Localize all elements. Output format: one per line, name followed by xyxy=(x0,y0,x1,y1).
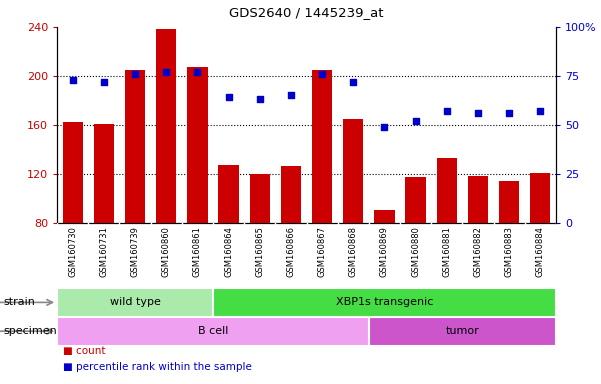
Point xyxy=(255,96,264,103)
Bar xyxy=(437,158,457,223)
Bar xyxy=(406,177,426,223)
Bar xyxy=(188,67,207,223)
Text: ■ percentile rank within the sample: ■ percentile rank within the sample xyxy=(63,362,252,372)
Bar xyxy=(530,172,551,223)
Text: specimen: specimen xyxy=(3,326,56,336)
Bar xyxy=(369,317,556,346)
Text: GSM160861: GSM160861 xyxy=(193,226,202,277)
Point xyxy=(224,94,233,101)
Text: B cell: B cell xyxy=(198,326,228,336)
Text: wild type: wild type xyxy=(109,297,160,308)
Point xyxy=(317,71,327,77)
Bar xyxy=(94,124,114,223)
Text: GSM160739: GSM160739 xyxy=(130,226,139,277)
Text: GSM160866: GSM160866 xyxy=(287,226,296,277)
Bar xyxy=(374,210,395,223)
Text: GSM160883: GSM160883 xyxy=(505,226,514,277)
Point xyxy=(130,71,140,77)
Point xyxy=(349,79,358,85)
Text: GSM160864: GSM160864 xyxy=(224,226,233,277)
Point xyxy=(162,69,171,75)
Point xyxy=(535,108,545,114)
Point xyxy=(442,108,451,114)
Bar xyxy=(249,174,270,223)
Text: GSM160881: GSM160881 xyxy=(442,226,451,277)
Text: GSM160730: GSM160730 xyxy=(68,226,77,277)
Text: GSM160884: GSM160884 xyxy=(536,226,545,277)
Text: GSM160731: GSM160731 xyxy=(99,226,108,277)
Text: tumor: tumor xyxy=(445,326,479,336)
Text: GSM160869: GSM160869 xyxy=(380,226,389,277)
Bar xyxy=(156,29,176,223)
Point xyxy=(99,79,109,85)
Point xyxy=(286,92,296,98)
Point xyxy=(411,118,421,124)
Point xyxy=(380,124,389,130)
Text: ■ count: ■ count xyxy=(63,346,106,356)
Bar xyxy=(468,176,488,223)
Text: XBP1s transgenic: XBP1s transgenic xyxy=(336,297,433,308)
Text: GDS2640 / 1445239_at: GDS2640 / 1445239_at xyxy=(229,6,384,19)
Text: GSM160860: GSM160860 xyxy=(162,226,171,277)
Bar xyxy=(218,165,239,223)
Bar xyxy=(63,122,83,223)
Bar xyxy=(281,166,301,223)
Point xyxy=(504,110,514,116)
Text: GSM160865: GSM160865 xyxy=(255,226,264,277)
Bar xyxy=(343,119,364,223)
Bar xyxy=(213,288,556,317)
Text: strain: strain xyxy=(3,297,35,308)
Bar xyxy=(57,288,213,317)
Text: GSM160880: GSM160880 xyxy=(411,226,420,277)
Bar xyxy=(125,70,145,223)
Text: GSM160882: GSM160882 xyxy=(474,226,483,277)
Bar xyxy=(312,70,332,223)
Text: GSM160868: GSM160868 xyxy=(349,226,358,277)
Text: GSM160867: GSM160867 xyxy=(317,226,326,277)
Point xyxy=(192,69,202,75)
Point xyxy=(473,110,483,116)
Bar xyxy=(499,181,519,223)
Bar xyxy=(57,317,369,346)
Point xyxy=(68,77,78,83)
